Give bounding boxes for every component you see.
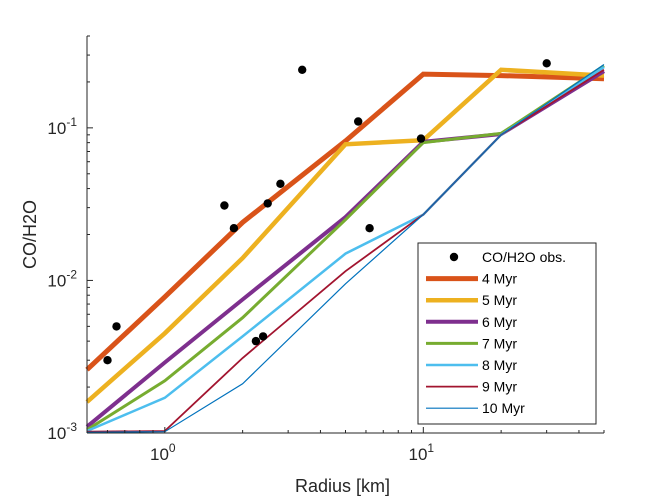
x-axis-label: Radius [km] (295, 476, 390, 496)
ticks-layer: 100 101 10-3 10-2 10-1 (47, 35, 605, 464)
legend-label: 7 Myr (482, 335, 517, 351)
legend-marker-observations (449, 252, 459, 262)
series-line-4-myr (85, 71, 605, 372)
observation-point (251, 336, 261, 346)
legend-label: 10 Myr (482, 400, 525, 416)
legend-label: 4 Myr (482, 271, 517, 287)
y-tick-label: 10-1 (47, 115, 77, 138)
observation-points-layer (103, 59, 551, 365)
y-axis-label: CO/H2O (20, 200, 40, 269)
observation-point (365, 224, 374, 233)
legend-box (417, 242, 597, 425)
legend-label: 8 Myr (482, 357, 517, 373)
legend-label: CO/H2O obs. (482, 249, 566, 265)
observation-point (112, 322, 121, 331)
observation-point (542, 59, 551, 68)
observation-point (416, 134, 426, 143)
y-tick-label: 10-2 (47, 267, 77, 290)
observation-point (103, 356, 112, 365)
y-tick-label: 10-3 (47, 420, 77, 443)
observation-point (276, 179, 285, 188)
x-tick-label: 100 (150, 441, 176, 464)
legend-items: CO/H2O obs. 4 Myr 5 Myr 6 Myr 7 Myr 8 Myr 9 My… (426, 249, 566, 416)
observation-point (220, 201, 229, 210)
legend-label: 5 Myr (482, 292, 517, 308)
observation-point (229, 224, 239, 233)
x-tick-label: 101 (409, 441, 435, 464)
legend: CO/H2O obs. 4 Myr 5 Myr 6 Myr 7 Myr 8 Myr 9 My… (417, 242, 597, 425)
observation-point (258, 332, 268, 341)
legend-label: 9 Myr (482, 379, 517, 395)
series-line-5-myr (85, 67, 605, 404)
legend-label: 6 Myr (482, 314, 517, 330)
observation-point (298, 65, 307, 75)
observation-point (354, 117, 363, 126)
observation-point (263, 199, 272, 208)
